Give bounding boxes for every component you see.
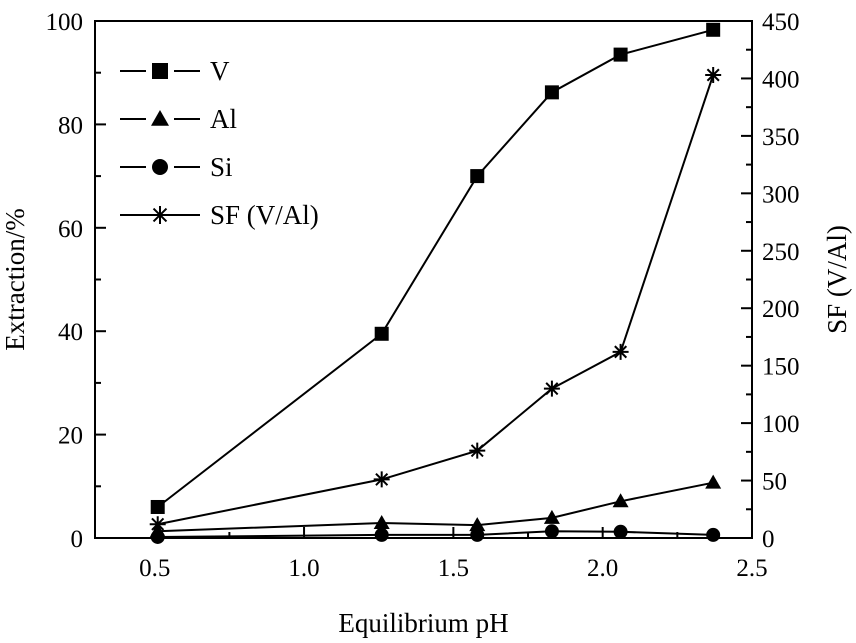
data-point-star [469,442,486,459]
plot-frame [94,20,753,539]
data-point-square [613,47,628,62]
y2-tick-label: 300 [762,181,800,208]
y-tick-label: 100 [46,9,84,36]
legend-marker-triangle [151,110,169,126]
y2-tick-label: 400 [762,66,800,93]
data-point-star [705,66,722,83]
series-line [157,28,714,508]
data-point-square [374,326,389,341]
data-point-square [470,169,485,184]
data-point-square [706,22,721,37]
series-group [149,22,722,544]
y2-tick-label: 250 [762,239,800,266]
series-line [157,530,714,538]
data-point-star [373,471,390,488]
legend: V Al Si SF (V/Al) [120,56,319,230]
data-point-circle [706,527,721,542]
data-point-square [150,499,165,514]
series-line [157,74,715,526]
data-point-star [149,516,166,533]
legend-label: Al [210,104,237,134]
x-tick-label: 1.5 [438,555,469,582]
y2-tick-label: 200 [762,296,800,323]
series-circle [150,524,721,544]
y-tick-label: 80 [58,112,83,139]
y-tick-label: 20 [58,423,83,450]
legend-marker-square [152,63,168,79]
data-point-triangle [373,515,390,530]
x-tick-label: 1.0 [288,555,319,582]
series-square [150,22,721,514]
data-point-circle [544,524,559,539]
data-point-star [612,343,629,360]
series-line [157,481,714,533]
legend-item: Si [120,152,233,182]
data-point-star [543,380,560,397]
legend-marker-star [151,206,169,224]
x-tick-label: 2.0 [587,555,618,582]
axes: 0.5 1.0 1.5 2.0 2.50204060801000501001502002… [46,9,800,582]
x-tick-label: 2.5 [736,555,767,582]
y-axis-label: Extraction/% [0,208,30,350]
data-point-square [544,85,559,100]
x-axis-label: Equilibrium pH [338,608,508,638]
data-point-triangle [705,474,722,489]
y2-tick-label: 100 [762,411,800,438]
legend-item: V [120,56,230,86]
data-point-triangle [612,493,629,508]
legend-label: Si [210,152,233,182]
legend-item: Al [120,104,237,134]
y2-tick-label: 0 [762,526,775,553]
y2-tick-label: 450 [762,9,800,36]
series-triangle [149,474,722,538]
y2-tick-label: 350 [762,124,800,151]
y2-tick-label: 150 [762,354,800,381]
legend-marker-circle [152,159,168,175]
data-point-circle [470,527,485,542]
legend-label: V [210,56,230,86]
x-tick-label: 0.5 [139,555,170,582]
series-star [149,66,722,533]
y-tick-label: 0 [71,526,84,553]
legend-label: SF (V/Al) [210,200,319,230]
data-point-circle [613,524,628,539]
y2-axis-label: SF (V/Al) [822,225,852,334]
data-point-circle [374,527,389,542]
legend-item: SF (V/Al) [120,200,319,230]
y-tick-label: 60 [58,216,83,243]
data-point-triangle [543,509,560,524]
data-point-triangle [469,517,486,532]
y2-tick-label: 50 [762,469,787,496]
y-tick-label: 40 [58,319,83,346]
data-point-circle [150,529,165,544]
